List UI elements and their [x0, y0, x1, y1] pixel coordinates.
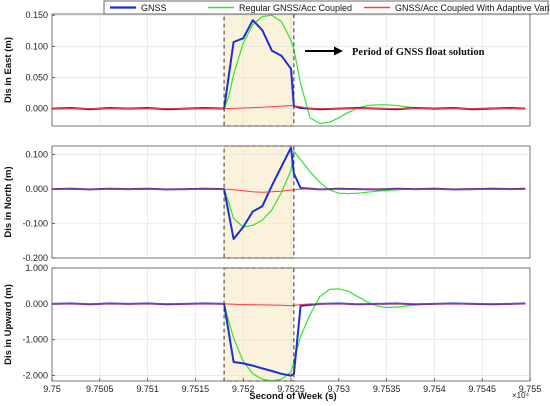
x-axis-label: Second of Week (s): [249, 391, 336, 402]
x-tick-label: 9.7535: [373, 384, 401, 394]
x-axis-multiplier: ×10⁴: [512, 391, 530, 400]
x-axis-layer: 9.75 9.7505 9.751 9.7515 9.752 9.7525 9.753 9.7…: [43, 378, 541, 394]
series-line-adaptive-coupled: [52, 105, 526, 110]
annotation-layer: Period of GNSS float solution: [305, 46, 485, 58]
x-tick-label: 9.753: [328, 384, 351, 394]
y-tick-label: 0.000: [25, 184, 48, 194]
x-tick-label: 9.7545: [468, 384, 496, 394]
y-tick-label: 0.000: [25, 104, 48, 114]
x-tick-label: 9.754: [423, 384, 446, 394]
panel-2: -0.200 -0.100 0.000 0.100 Dis in North (m): [3, 145, 531, 263]
x-tick-label: 9.755: [519, 384, 542, 394]
legend-box: [103, 0, 549, 15]
annotation-arrow-head: [334, 46, 343, 56]
x-tick-label: 9.751: [136, 384, 159, 394]
y-tick-label: -0.100: [22, 219, 48, 229]
y-tick-label: -1.000: [22, 335, 48, 345]
series-line-adaptive-coupled: [52, 188, 526, 193]
y-tick-label: -2.000: [22, 371, 48, 381]
series-line-adaptive-coupled: [52, 303, 526, 307]
y-tick-label: 0.100: [25, 41, 48, 51]
x-tick-label: 9.7515: [182, 384, 210, 394]
series-group: [52, 146, 526, 240]
legend-label: GNSS: [141, 3, 167, 13]
panel-3: -2.000 -1.000 0.000 1.000 Dis in Upward (m): [3, 263, 531, 382]
x-tick-label: 9.75: [43, 384, 61, 394]
legend-label: Regular GNSS/Acc Coupled: [239, 3, 352, 13]
y-tick-label: 0.000: [25, 299, 48, 309]
panel-1: 0.000 0.050 0.100 0.150 Dis in East (m): [3, 10, 531, 127]
y-tick-label: 1.000: [25, 263, 48, 273]
y-axis-label: Dis in East (m): [3, 37, 14, 103]
y-axis-label: Dis in Upward (m): [3, 284, 14, 365]
series-group: [52, 14, 526, 125]
x-tick-label: 9.7505: [86, 384, 114, 394]
y-tick-label: 0.100: [25, 150, 48, 160]
plot-frame: [51, 145, 531, 259]
float-period-shade: [224, 268, 294, 381]
annotation-text: Period of GNSS float solution: [352, 47, 485, 58]
legend-label: GNSS/Acc Coupled With Adaptive Variance: [395, 3, 550, 13]
y-axis-label: Dis in North (m): [3, 166, 14, 237]
y-tick-label: 0.150: [25, 10, 48, 20]
x-tick-label: 9.7525: [277, 384, 305, 394]
y-tick-label: 0.050: [25, 72, 48, 82]
y-tick-label: -0.200: [22, 253, 48, 263]
panels-layer: 0.000 0.050 0.100 0.150 Dis in East (m) -0.20…: [3, 10, 531, 382]
legend: GNSS Regular GNSS/Acc Coupled GNSS/Acc Cou…: [103, 0, 550, 15]
x-tick-label: 9.752: [232, 384, 255, 394]
series-group: [52, 288, 526, 381]
